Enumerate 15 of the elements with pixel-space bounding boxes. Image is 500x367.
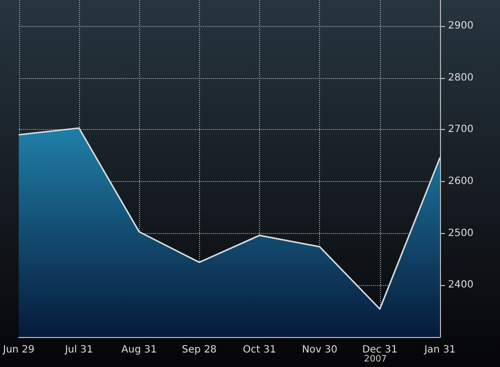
x-tick-label: Jul 31 <box>64 344 93 356</box>
x-tick-label: Jan 31 <box>423 344 456 356</box>
x-tick-label: Aug 31 <box>121 344 157 356</box>
y-tick-label: 2500 <box>448 228 474 239</box>
y-tick-label: 2400 <box>448 280 474 291</box>
x-tick-label: Jun 29 <box>2 344 35 356</box>
y-tick-label: 2600 <box>448 176 474 187</box>
x-tick-label: Oct 31 <box>242 344 276 356</box>
y-tick-label: 2800 <box>448 72 474 84</box>
x-tick-label: Sep 28 <box>182 344 217 356</box>
text: 2007 <box>364 354 387 364</box>
x-tick-label: Dec 31 <box>362 344 398 356</box>
y-tick-label: 2700 <box>448 124 474 136</box>
y-tick-label: 2900 <box>448 20 474 32</box>
x-tick-label: Nov 30 <box>302 344 338 356</box>
